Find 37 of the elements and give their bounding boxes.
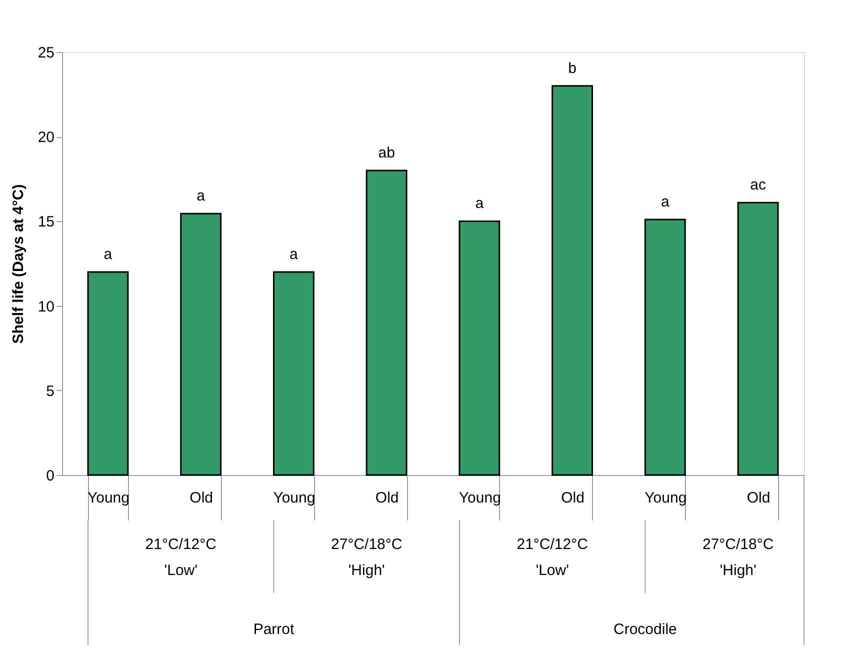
x-tick-label: Old [190,490,214,506]
text: Parrot [253,621,295,638]
data-label: a [290,246,299,263]
bar [272,271,314,476]
bar [644,218,686,476]
x-tick-label: Young [644,490,687,506]
y-tick-label: 15 [38,214,54,231]
text: 27°C/18°C 'High' [331,536,402,579]
y-axis-title: Shelf life (Days at 4°C) [10,184,27,344]
y-tick-label: 0 [46,468,54,484]
y-tick-label: 10 [38,298,54,316]
data-label: a [196,188,206,205]
data-label: a [475,195,484,212]
bar [552,85,594,476]
data-label: a [660,194,670,211]
bar [180,212,222,476]
y-tick-label: 25 [38,44,54,62]
y-tick-label: 20 [38,129,54,146]
x-tick-label: Young [87,490,130,506]
text: 27°C/18°C 'High' [702,536,774,579]
text: Crocodile [614,621,677,638]
x-tick-label: Young [273,490,316,506]
text: 21°C/12°C 'Low' [516,536,588,579]
x-tick-label: Young [458,490,501,506]
bar [737,202,779,476]
x-tick-label: Old [561,490,584,506]
bar [458,220,500,476]
bar [366,170,408,476]
x-tick-label: Old [375,490,399,506]
bar [87,271,129,476]
text: 21°C/12°C 'Low' [145,536,217,579]
data-label: ab [378,144,395,162]
data-label: ac [750,176,766,194]
x-tick-label: Old [746,490,770,506]
data-label: b [568,60,576,77]
data-label: a [104,246,113,263]
y-tick-label: 5 [46,382,54,400]
